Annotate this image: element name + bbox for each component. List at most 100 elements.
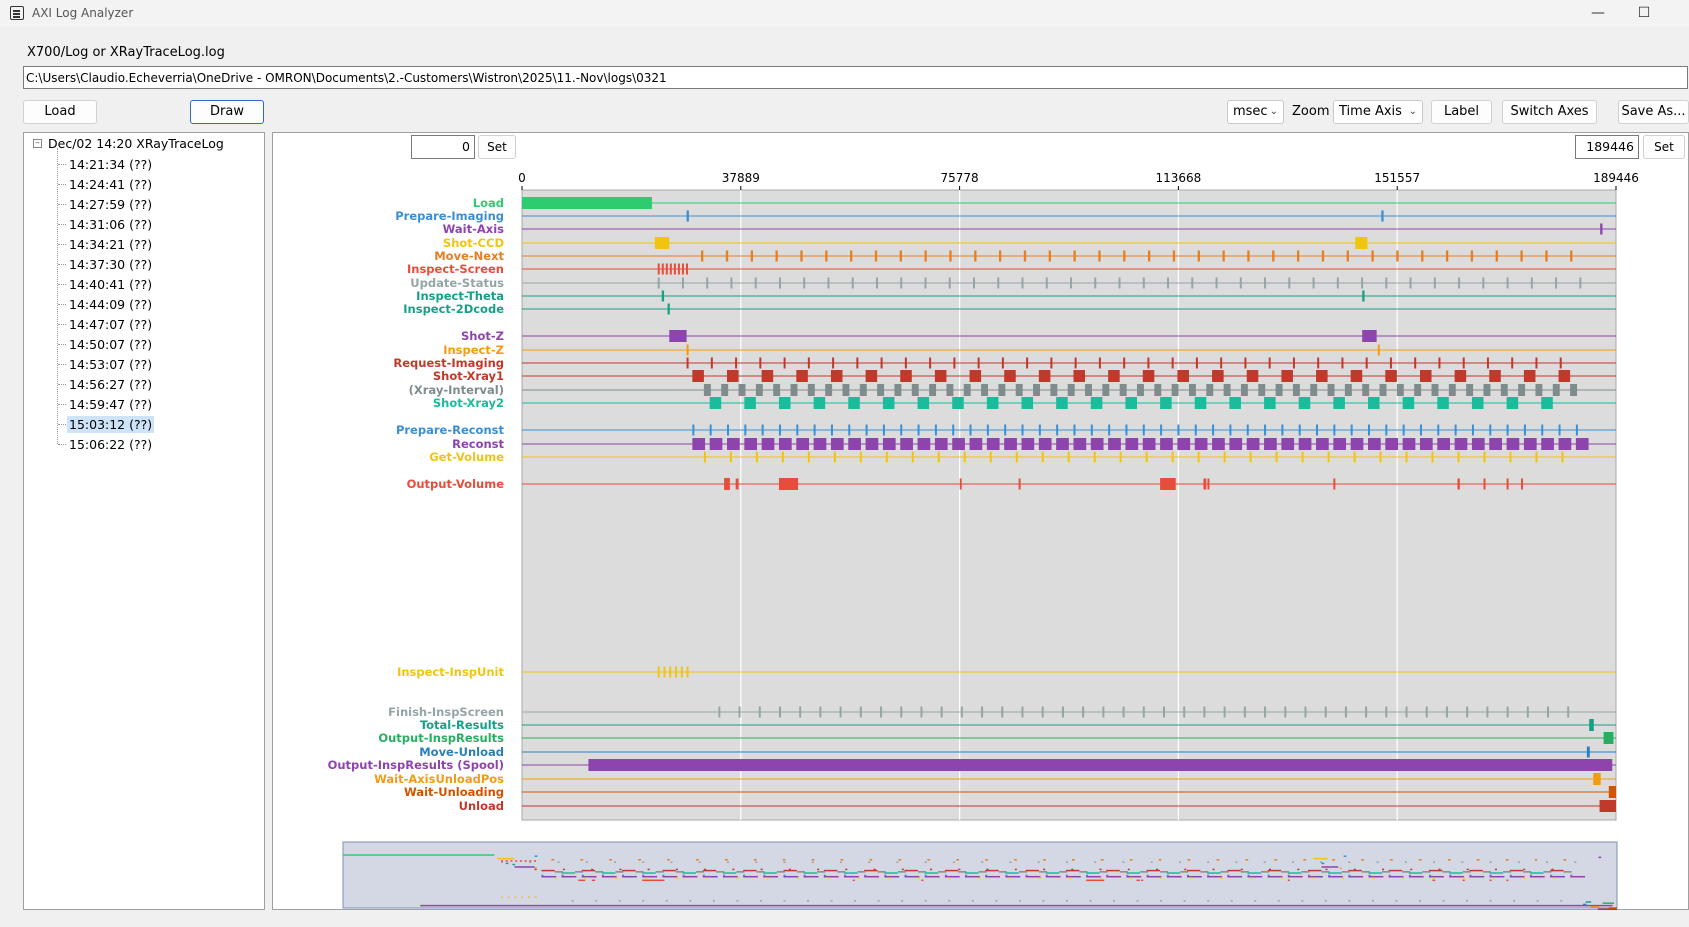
overview-mark: [1574, 861, 1577, 863]
overview-mark: [1039, 871, 1048, 873]
tree-item[interactable]: 14:44:09 (??): [69, 297, 153, 312]
overview-mark: [581, 869, 596, 872]
event-bar: [1350, 424, 1353, 436]
event-bar: [686, 210, 689, 222]
tree-collapse-icon[interactable]: –: [33, 139, 42, 148]
tree-item[interactable]: 14:40:41 (??): [69, 277, 153, 292]
overview-mark: [585, 877, 588, 879]
overview-mark: [869, 859, 873, 861]
path-input[interactable]: [23, 66, 1688, 89]
overview-mark: [1230, 900, 1233, 902]
overview-mark: [840, 859, 844, 861]
unit-select[interactable]: msec ⌄: [1227, 100, 1284, 124]
tree-item[interactable]: 14:27:59 (??): [69, 197, 153, 212]
event-bar: [1246, 438, 1260, 450]
overview-mark: [1598, 856, 1602, 859]
event-bar: [1207, 478, 1210, 490]
overview-mark: [743, 869, 757, 872]
tree-item[interactable]: 14:59:47 (??): [69, 397, 153, 412]
overview-mark: [1160, 900, 1163, 902]
overview-mark: [1489, 861, 1492, 863]
set-max-button[interactable]: Set: [1643, 135, 1685, 159]
tree-item[interactable]: 15:03:12 (??): [67, 416, 155, 433]
event-bar: [1098, 357, 1101, 369]
event-bar: [1396, 250, 1399, 262]
overview-mark: [1506, 879, 1509, 882]
minimize-button[interactable]: —: [1591, 5, 1605, 21]
overview-mark: [917, 871, 927, 873]
overview-mark: [1449, 874, 1452, 877]
event-bar: [1483, 478, 1486, 490]
draw-button[interactable]: Draw: [190, 100, 264, 124]
event-bar: [1575, 438, 1589, 450]
overview-mark: [501, 861, 504, 863]
event-bar: [1385, 277, 1388, 289]
overview-mark: [682, 874, 685, 877]
event-bar: [1419, 438, 1433, 450]
event-bar: [1589, 719, 1594, 731]
range-max-input[interactable]: 189446: [1575, 135, 1639, 159]
tree-item[interactable]: 14:56:27 (??): [69, 377, 153, 392]
set-min-button[interactable]: Set: [478, 135, 516, 159]
overview-mark: [1328, 875, 1343, 878]
event-bar: [1195, 357, 1198, 369]
log-tree[interactable]: [23, 132, 265, 910]
overview-mark: [1368, 875, 1384, 878]
overview-mark: [1325, 868, 1328, 871]
event-bar: [807, 451, 810, 463]
tree-item[interactable]: 14:21:34 (??): [69, 157, 153, 172]
overview-mark: [1207, 872, 1221, 874]
overview-mark: [642, 900, 645, 902]
overview-mark: [638, 859, 641, 861]
overview-mark: [1388, 874, 1391, 877]
overview-mark: [1220, 871, 1229, 873]
chevron-down-icon: ⌄: [1408, 106, 1417, 117]
event-bar: [1154, 384, 1162, 396]
event-bar: [1317, 357, 1320, 369]
row-label: Finish-InspScreen: [388, 705, 504, 719]
switch-axes-button[interactable]: Switch Axes: [1502, 100, 1597, 124]
event-bar: [1048, 250, 1051, 262]
tree-item[interactable]: 14:31:06 (??): [69, 217, 153, 232]
overview-mark: [1247, 872, 1261, 874]
label-button[interactable]: Label: [1431, 100, 1492, 124]
plot-area: [521, 189, 1617, 821]
zoom-select[interactable]: Time Axis ⌄: [1333, 100, 1423, 124]
overview-mark: [642, 875, 658, 878]
event-bar: [1367, 424, 1370, 436]
event-bar: [1402, 424, 1405, 436]
overview-mark: [788, 868, 791, 871]
overview-mark: [985, 859, 988, 861]
event-bar: [1229, 438, 1243, 450]
event-bar: [1344, 706, 1347, 718]
overview-mark: [575, 871, 584, 873]
event-bar: [1004, 424, 1007, 436]
tree-item[interactable]: 14:37:30 (??): [69, 257, 153, 272]
path-label: X700/Log or XRayTraceLog.log: [27, 45, 225, 60]
event-bar: [1304, 706, 1307, 718]
event-bar: [755, 451, 758, 463]
overview-mark: [1269, 868, 1272, 871]
tree-root[interactable]: Dec/02 14:20 XRayTraceLog: [48, 136, 224, 151]
overview-mark: [1018, 900, 1021, 902]
range-min-input[interactable]: 0: [411, 135, 475, 159]
maximize-button[interactable]: ☐: [1637, 5, 1651, 21]
save-as-button[interactable]: Save As...: [1618, 100, 1689, 124]
event-bar: [894, 384, 902, 396]
tree-item[interactable]: 14:24:41 (??): [69, 177, 153, 192]
event-bar: [1073, 438, 1087, 450]
tree-item[interactable]: 14:34:21 (??): [69, 237, 153, 252]
unit-value: msec: [1233, 104, 1268, 119]
load-button[interactable]: Load: [23, 100, 97, 124]
overview-mark: [985, 874, 988, 877]
tree-item[interactable]: 14:53:07 (??): [69, 357, 153, 372]
tree-item[interactable]: 14:47:07 (??): [69, 317, 153, 332]
overview-mark: [514, 896, 517, 898]
event-bar: [718, 706, 721, 718]
overview-mark: [1408, 872, 1423, 874]
tree-item[interactable]: 15:06:22 (??): [69, 437, 153, 452]
event-bar: [735, 478, 739, 490]
tree-item[interactable]: 14:50:07 (??): [69, 337, 153, 352]
event-bar: [880, 357, 883, 369]
